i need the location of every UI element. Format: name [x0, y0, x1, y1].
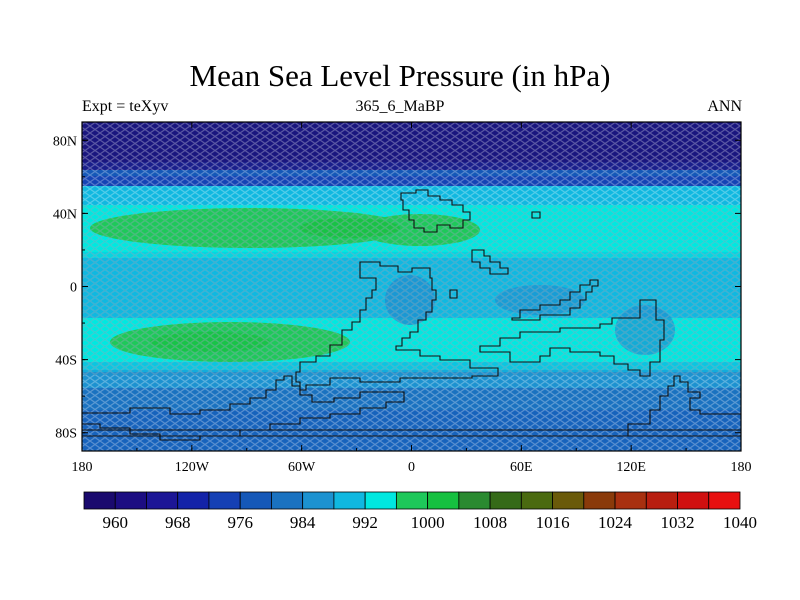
colorbar-swatch: [146, 491, 179, 510]
colorbar: 960 968 976 984 992 1000 1008 1016 1024 1032 1040: [83, 491, 757, 532]
colorbar-label: 1016: [536, 513, 570, 532]
x-tick-label: 0: [408, 460, 415, 475]
colorbar-label: 992: [352, 513, 378, 532]
colorbar-swatch: [83, 491, 116, 510]
colorbar-swatch: [614, 491, 647, 510]
colorbar-swatch: [677, 491, 710, 510]
x-tick-label: 180: [731, 460, 752, 475]
colorbar-swatch: [552, 491, 585, 510]
colorbar-swatch: [302, 491, 335, 510]
coastline-south-pole-strip: [82, 429, 741, 437]
coastlines: [82, 189, 741, 441]
colorbar-swatch: [395, 491, 429, 510]
colorbar-label: 976: [227, 513, 253, 532]
coastline-north-continent: [400, 189, 471, 233]
colorbar-label: 1040: [723, 513, 757, 532]
colorbar-swatch: [364, 491, 397, 510]
y-tick-label: 80N: [53, 134, 77, 149]
colorbar-label: 1000: [411, 513, 445, 532]
colorbar-swatch: [177, 491, 210, 510]
colorbar-swatch: [333, 491, 366, 510]
colorbar-swatch: [583, 491, 616, 510]
coastline-small-island: [449, 289, 458, 299]
colorbar-label: 1032: [661, 513, 695, 532]
coastline-antarctic-east: [627, 375, 741, 436]
colorbar-swatch: [708, 491, 741, 510]
coastline-island-2: [471, 249, 509, 275]
colorbar-label: 960: [102, 513, 128, 532]
plot-title: Mean Sea Level Pressure (in hPa): [189, 58, 611, 93]
colorbar-swatch: [208, 491, 241, 510]
colorbar-swatch: [114, 491, 147, 510]
colorbar-swatch: [271, 491, 304, 510]
colorbar-swatch: [520, 491, 553, 510]
x-tick-label: 180: [72, 460, 93, 475]
y-tick-label: 80S: [55, 427, 77, 442]
x-axis: 180 120W 60W 0 60E 120E 180: [72, 122, 752, 475]
x-tick-label: 120W: [175, 460, 210, 475]
coastline-east-block: [511, 279, 599, 321]
coastline-island-1: [531, 211, 541, 219]
x-tick-label: 60E: [510, 460, 533, 475]
coastline-gondwana: [295, 261, 499, 391]
season-label: ANN: [707, 98, 742, 115]
x-tick-label: 60W: [288, 460, 316, 475]
experiment-label: Expt = teXyv: [82, 98, 169, 115]
y-tick-label: 40N: [53, 207, 77, 222]
x-tick-label: 120E: [616, 460, 646, 475]
colorbar-swatch: [239, 491, 272, 510]
colorbar-label: 1008: [473, 513, 507, 532]
colorbar-swatch: [458, 491, 491, 510]
y-tick-label: 0: [70, 281, 77, 296]
y-tick-label: 40S: [55, 354, 77, 369]
colorbar-swatch: [427, 491, 460, 510]
colorbar-label: 984: [290, 513, 316, 532]
coastline-south-east: [479, 299, 665, 377]
colorbar-label: 968: [165, 513, 191, 532]
colorbar-swatch: [489, 491, 522, 510]
hatch-overlay-dark: [82, 205, 741, 375]
pressure-field: [82, 122, 741, 451]
colorbar-label: 1024: [598, 513, 633, 532]
age-label: 365_6_MaBP: [355, 98, 445, 115]
colorbar-swatch: [645, 491, 678, 510]
y-axis: 80N 40N 0 40S 80S: [53, 134, 741, 442]
